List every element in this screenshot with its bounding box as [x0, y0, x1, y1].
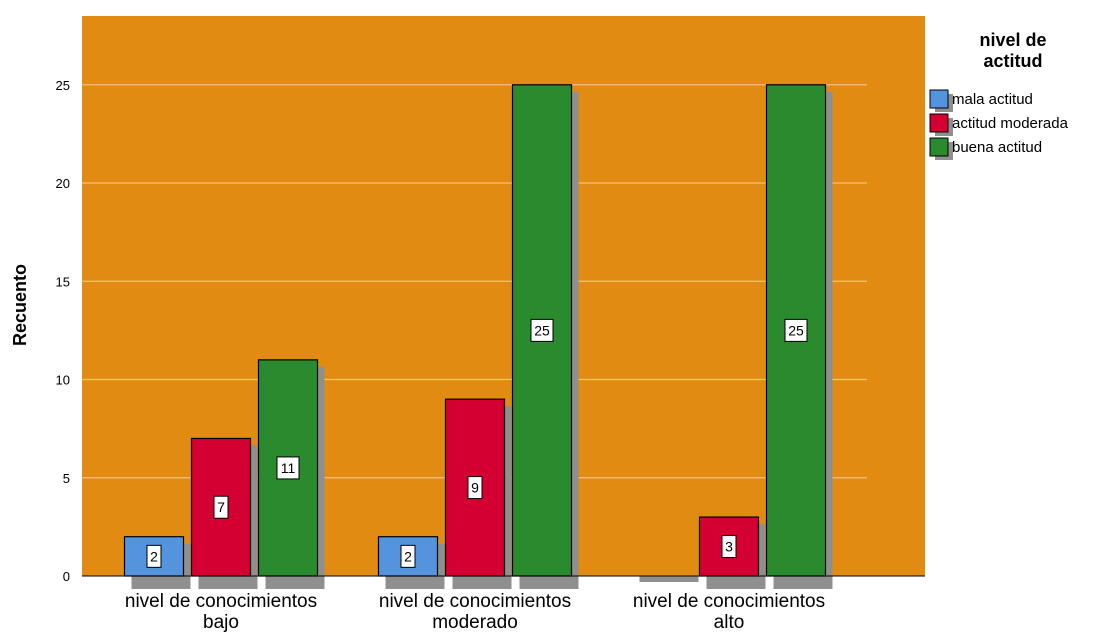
legend-label: buena actitud: [952, 139, 1042, 156]
data-label: 25: [534, 322, 550, 338]
data-label-box: [400, 544, 416, 568]
x-tick-label: nivel de conocimientos: [125, 591, 317, 612]
x-tick-label: bajo: [203, 612, 239, 633]
x-tick-label: nivel de conocimientos: [379, 591, 571, 612]
legend-title: actitud: [983, 51, 1042, 71]
data-label-box: [721, 535, 737, 559]
data-label: 9: [471, 480, 479, 496]
bars: 2 7 11 2 9 25 3 25: [123, 84, 833, 590]
data-label-box: [784, 318, 808, 342]
y-tick-label: 10: [56, 373, 70, 388]
y-tick-label: 15: [56, 274, 70, 289]
data-label-box: [213, 495, 229, 519]
y-tick-label: 20: [56, 176, 70, 191]
data-label: 2: [404, 548, 412, 564]
data-label: 3: [725, 539, 733, 555]
y-tick-label: 5: [63, 471, 70, 486]
data-label: 7: [217, 499, 225, 515]
y-tick-label: 25: [56, 78, 70, 93]
y-tick-label: 0: [63, 569, 70, 584]
legend-label: actitud moderada: [952, 115, 1069, 132]
y-axis-title: Recuento: [10, 264, 30, 346]
data-label-box: [146, 544, 162, 568]
legend-title: nivel de: [979, 30, 1046, 50]
data-label: 25: [788, 322, 804, 338]
data-label: 2: [150, 548, 158, 564]
legend-swatch: [929, 137, 949, 157]
x-tick-label: alto: [714, 612, 745, 633]
data-label-box: [276, 456, 300, 480]
data-label-box: [467, 476, 483, 500]
x-tick-label: nivel de conocimientos: [633, 591, 825, 612]
x-tick-label: moderado: [432, 612, 518, 633]
legend-swatch: [929, 113, 949, 133]
y-axis: 0 5 10 15 20 25: [56, 78, 70, 584]
data-label-box: [530, 318, 554, 342]
bar-shadow: [639, 576, 699, 582]
legend-label: mala actitud: [952, 91, 1033, 108]
data-label: 11: [281, 460, 296, 476]
legend-swatch: [929, 89, 949, 109]
